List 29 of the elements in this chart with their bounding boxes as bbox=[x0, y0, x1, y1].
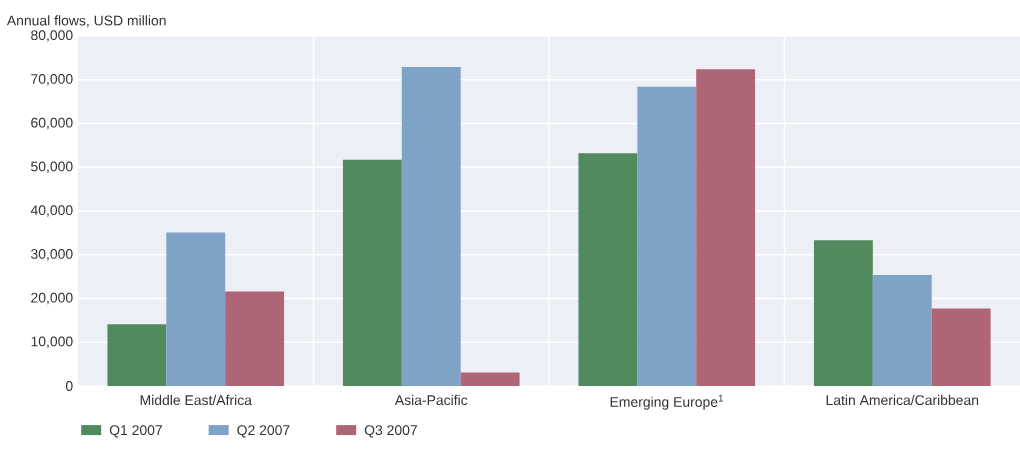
y-tick-label: 0 bbox=[65, 381, 73, 391]
bar bbox=[166, 232, 226, 386]
y-tick-label: 40,000 bbox=[30, 205, 73, 217]
bar bbox=[813, 240, 873, 386]
y-axis-title: Annual flows, USD million bbox=[6, 15, 166, 28]
y-tick-label: 80,000 bbox=[31, 30, 73, 42]
bar bbox=[872, 274, 932, 386]
y-tick-label: 70,000 bbox=[31, 73, 73, 86]
y-tick-label: 20,000 bbox=[31, 292, 73, 305]
y-tick-label: 10,000 bbox=[31, 336, 73, 349]
x-tick-label: Middle East/Africa bbox=[140, 394, 252, 406]
bar bbox=[401, 67, 461, 386]
x-tick-label: Latin America/Caribbean bbox=[826, 394, 979, 406]
x-tick-label: Asia-Pacific bbox=[394, 394, 468, 406]
legend-label: Q3 2007 bbox=[364, 425, 417, 438]
bar bbox=[578, 153, 638, 386]
legend-label: Q1 2007 bbox=[109, 425, 162, 438]
bar bbox=[342, 159, 402, 386]
bar bbox=[931, 308, 991, 386]
y-tick-label: 50,000 bbox=[31, 161, 73, 174]
x-tick-label: Emerging Europe$^{1}$ bbox=[610, 394, 724, 410]
y-tick-label: 30,000 bbox=[31, 248, 73, 261]
bar bbox=[460, 372, 520, 386]
y-tick-label: 60,000 bbox=[31, 117, 73, 130]
bar bbox=[696, 69, 756, 386]
bar bbox=[107, 324, 167, 386]
legend-label: Q2 2007 bbox=[237, 425, 290, 438]
bar bbox=[637, 86, 697, 386]
bar bbox=[225, 291, 285, 386]
